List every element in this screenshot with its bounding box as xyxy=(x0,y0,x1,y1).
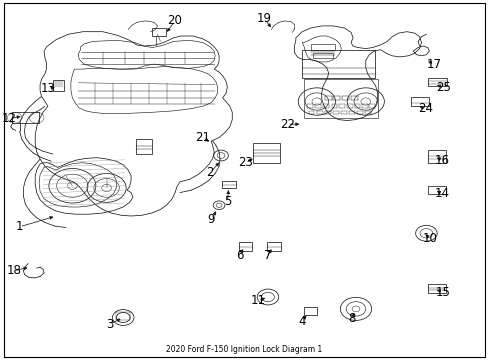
Text: 1: 1 xyxy=(16,220,23,233)
Bar xyxy=(302,50,374,78)
Bar xyxy=(324,96,331,100)
Bar xyxy=(253,143,280,163)
Bar xyxy=(136,139,151,154)
Text: 16: 16 xyxy=(434,154,449,167)
Bar xyxy=(316,111,322,114)
Text: 22: 22 xyxy=(280,118,294,131)
Text: 15: 15 xyxy=(435,286,449,299)
Text: 25: 25 xyxy=(436,81,450,94)
Bar xyxy=(427,284,446,293)
Text: 14: 14 xyxy=(434,187,449,200)
Text: 7: 7 xyxy=(264,249,271,262)
Text: 2020 Ford F-150 Ignition Lock Diagram 1: 2020 Ford F-150 Ignition Lock Diagram 1 xyxy=(166,345,322,354)
Bar xyxy=(333,96,340,100)
Bar xyxy=(312,53,333,58)
Text: 23: 23 xyxy=(238,156,252,169)
Text: 4: 4 xyxy=(298,315,305,328)
Bar xyxy=(308,111,314,114)
Bar xyxy=(427,186,446,194)
Bar xyxy=(53,80,63,91)
Text: 24: 24 xyxy=(417,102,432,115)
Bar xyxy=(310,44,334,50)
Text: 8: 8 xyxy=(347,312,355,325)
Bar xyxy=(410,97,428,106)
Bar xyxy=(222,181,236,188)
Text: 5: 5 xyxy=(223,195,231,208)
Bar xyxy=(427,150,446,163)
Text: 19: 19 xyxy=(256,12,271,25)
Text: 20: 20 xyxy=(167,14,182,27)
Bar xyxy=(304,307,316,315)
Text: 6: 6 xyxy=(235,249,243,262)
Bar xyxy=(116,312,130,320)
Text: 10: 10 xyxy=(422,232,437,245)
Bar xyxy=(151,28,166,36)
Text: 18: 18 xyxy=(6,264,21,277)
Bar xyxy=(342,96,348,100)
Bar xyxy=(338,104,344,108)
Bar xyxy=(315,104,321,108)
Text: 21: 21 xyxy=(195,131,210,144)
Text: 12: 12 xyxy=(1,112,16,125)
Bar xyxy=(238,242,252,251)
Bar xyxy=(323,104,328,108)
Bar xyxy=(266,242,281,251)
Bar xyxy=(306,104,312,108)
Bar xyxy=(325,111,330,114)
Bar xyxy=(365,111,370,114)
Text: 3: 3 xyxy=(106,318,114,330)
Bar xyxy=(350,96,357,100)
Text: 13: 13 xyxy=(41,82,55,95)
Bar xyxy=(341,111,346,114)
Bar xyxy=(12,112,39,123)
Text: 11: 11 xyxy=(250,294,265,307)
Bar xyxy=(368,104,374,108)
Bar xyxy=(348,111,354,114)
Bar xyxy=(331,104,337,108)
Text: 9: 9 xyxy=(207,213,215,226)
Bar xyxy=(332,111,338,114)
Text: 17: 17 xyxy=(426,58,441,71)
Bar xyxy=(346,104,352,108)
Text: 2: 2 xyxy=(206,166,214,179)
Bar xyxy=(357,111,363,114)
Bar xyxy=(354,104,360,108)
Bar xyxy=(304,79,377,118)
Bar xyxy=(427,78,447,86)
Bar xyxy=(362,104,367,108)
